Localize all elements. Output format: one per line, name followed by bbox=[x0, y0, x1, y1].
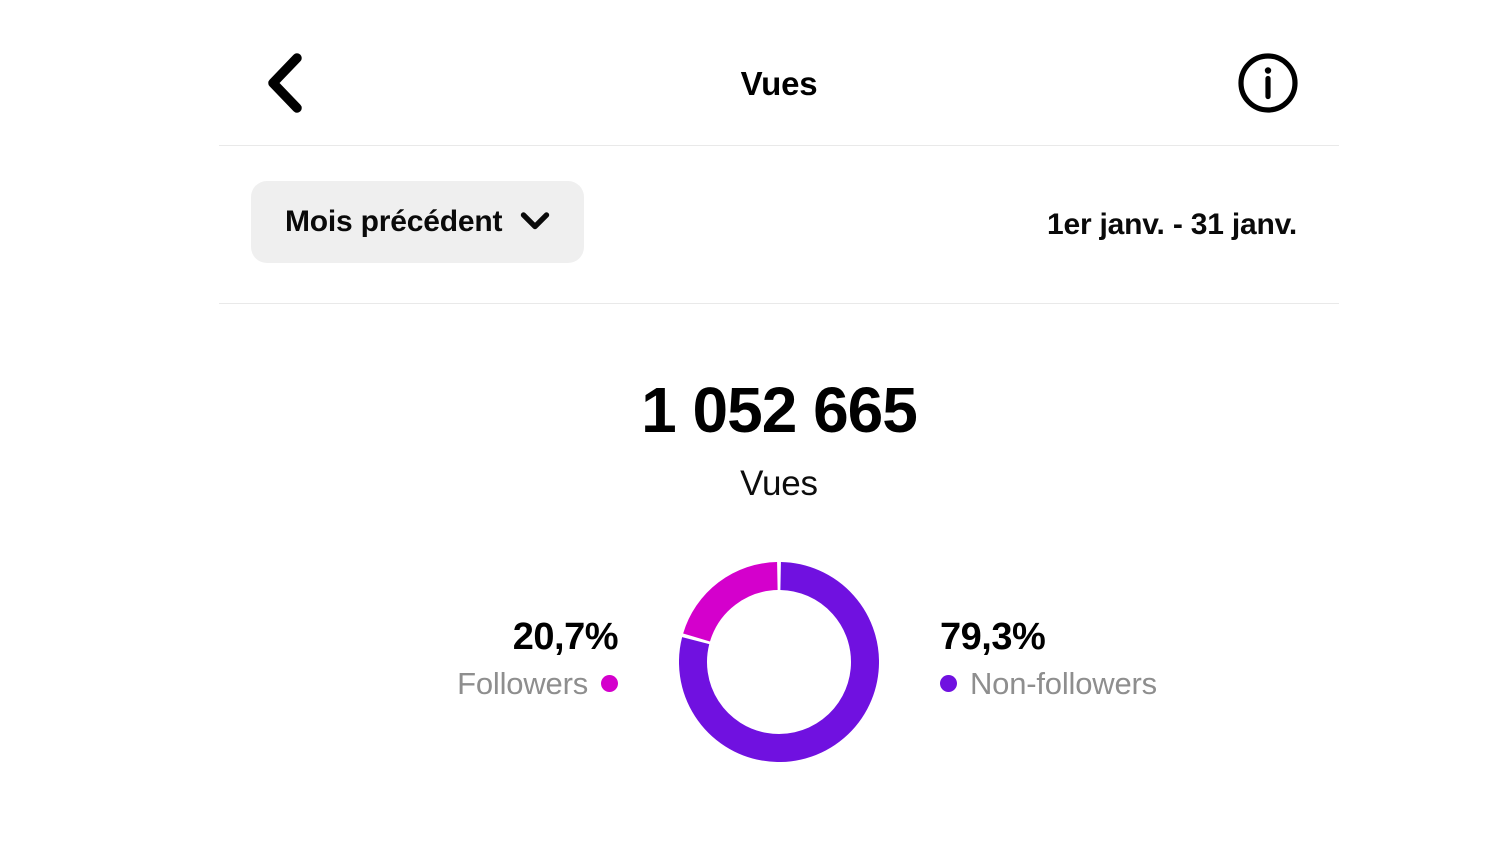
content-column: Vues Mois précédent bbox=[219, 0, 1339, 844]
legend-item-non-followers: 79,3% Non-followers bbox=[940, 616, 1339, 702]
metric-value: 1 052 665 bbox=[641, 374, 918, 446]
filter-divider bbox=[219, 303, 1339, 304]
period-selector-button[interactable]: Mois précédent bbox=[251, 181, 585, 263]
legend-dot-magenta-icon bbox=[601, 675, 618, 693]
header-divider bbox=[219, 145, 1339, 146]
info-circle-icon bbox=[1236, 51, 1300, 120]
navigation-bar: Vues bbox=[219, 0, 1339, 145]
page-title: Vues bbox=[740, 65, 818, 102]
chevron-down-icon bbox=[520, 211, 550, 234]
donut-chart bbox=[679, 562, 879, 762]
metric-label: Vues bbox=[740, 464, 818, 503]
followers-breakdown-chart: 20,7% Followers 79,3% Non-followers bbox=[219, 540, 1339, 790]
date-range-label: 1er janv. - 31 janv. bbox=[1046, 207, 1297, 241]
period-selector-label: Mois précédent bbox=[285, 205, 503, 238]
chevron-left-icon bbox=[263, 52, 305, 119]
legend-percent-followers: 20,7% bbox=[512, 616, 619, 658]
info-button[interactable] bbox=[1225, 42, 1311, 128]
legend-label-followers: Followers bbox=[457, 665, 588, 701]
legend-item-followers: 20,7% Followers bbox=[219, 616, 619, 702]
legend-dot-purple-icon bbox=[940, 675, 957, 693]
legend-label-non-followers: Non-followers bbox=[970, 665, 1157, 701]
filter-row: Mois précédent 1er janv. - 31 janv. bbox=[219, 146, 1339, 303]
back-button[interactable] bbox=[241, 42, 327, 128]
legend-percent-non-followers: 79,3% bbox=[940, 616, 1046, 658]
metric-summary: 1 052 665 Vues bbox=[219, 378, 1339, 504]
